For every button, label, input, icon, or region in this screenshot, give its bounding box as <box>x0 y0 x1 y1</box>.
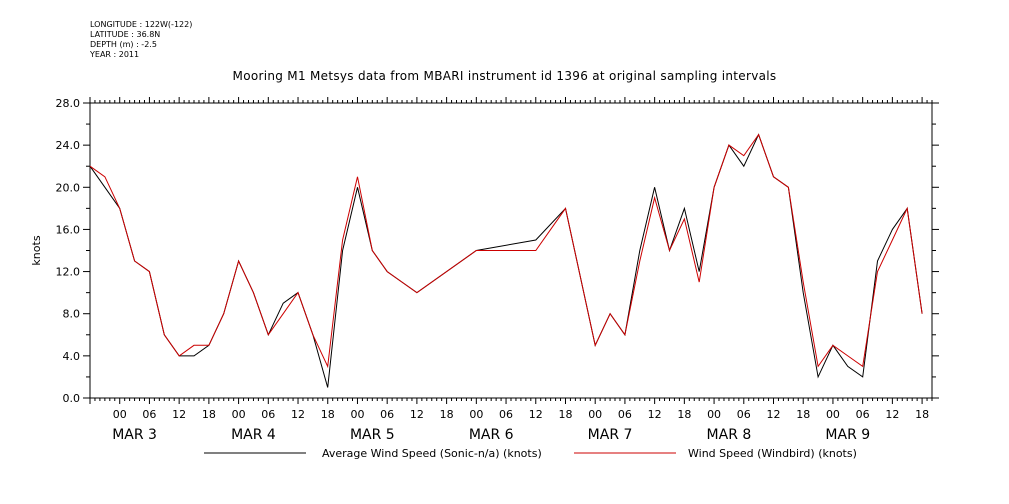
y-tick-label: 20.0 <box>56 181 81 194</box>
x-hour-label: 12 <box>529 408 543 421</box>
x-hour-label: 12 <box>172 408 186 421</box>
series-line-2 <box>89 133 923 369</box>
x-hour-label: 00 <box>113 408 127 421</box>
x-hour-label: 00 <box>707 408 721 421</box>
y-tick-label: 16.0 <box>56 223 81 236</box>
series-line-1 <box>89 133 923 388</box>
x-day-label: MAR 4 <box>231 427 276 443</box>
y-tick-label: 12.0 <box>56 266 81 279</box>
x-hour-label: 06 <box>499 408 513 421</box>
x-hour-label: 06 <box>737 408 751 421</box>
x-day-label: MAR 6 <box>469 427 514 443</box>
year-label: YEAR : 2011 <box>90 50 140 59</box>
x-hour-label: 18 <box>677 408 691 421</box>
latitude-label: LATITUDE : 36.8N <box>90 30 161 39</box>
x-hour-label: 00 <box>350 408 364 421</box>
y-axis-label: knots <box>30 235 43 265</box>
x-hour-label: 00 <box>469 408 483 421</box>
x-hour-label: 06 <box>618 408 632 421</box>
x-day-label: MAR 7 <box>588 427 633 443</box>
x-hour-label: 06 <box>142 408 156 421</box>
y-tick-label: 0.0 <box>63 392 81 405</box>
x-day-label: MAR 5 <box>350 427 395 443</box>
x-hour-label: 18 <box>558 408 572 421</box>
x-hour-label: 06 <box>380 408 394 421</box>
x-day-label: MAR 9 <box>825 427 870 443</box>
x-day-label: MAR 3 <box>112 427 157 443</box>
x-hour-label: 06 <box>261 408 275 421</box>
y-tick-label: 4.0 <box>63 350 81 363</box>
metadata-block: LONGITUDE : 122W(-122) LATITUDE : 36.8N … <box>90 20 192 60</box>
longitude-label: LONGITUDE : 122W(-122) <box>90 20 193 29</box>
y-tick-label: 8.0 <box>63 308 81 321</box>
chart-title: Mooring M1 Metsys data from MBARI instru… <box>232 69 777 83</box>
x-hour-label: 12 <box>648 408 662 421</box>
x-hour-label: 18 <box>321 408 335 421</box>
x-hour-label: 06 <box>856 408 870 421</box>
x-hour-label: 00 <box>826 408 840 421</box>
x-hour-label: 18 <box>915 408 929 421</box>
x-hour-label: 00 <box>588 408 602 421</box>
x-hour-label: 12 <box>291 408 305 421</box>
x-hour-label: 12 <box>410 408 424 421</box>
x-hour-label: 12 <box>767 408 781 421</box>
x-hour-label: 18 <box>440 408 454 421</box>
depth-label: DEPTH (m) : -2.5 <box>90 40 157 49</box>
legend-label-1: Average Wind Speed (Sonic-n/a) (knots) <box>322 447 542 460</box>
x-hour-label: 18 <box>796 408 810 421</box>
x-day-label: MAR 8 <box>707 427 752 443</box>
x-hour-label: 18 <box>202 408 216 421</box>
y-tick-label: 28.0 <box>56 97 81 110</box>
legend-label-2: Wind Speed (Windbird) (knots) <box>688 447 857 460</box>
y-tick-label: 24.0 <box>56 139 81 152</box>
x-hour-label: 12 <box>885 408 899 421</box>
x-hour-label: 00 <box>232 408 246 421</box>
